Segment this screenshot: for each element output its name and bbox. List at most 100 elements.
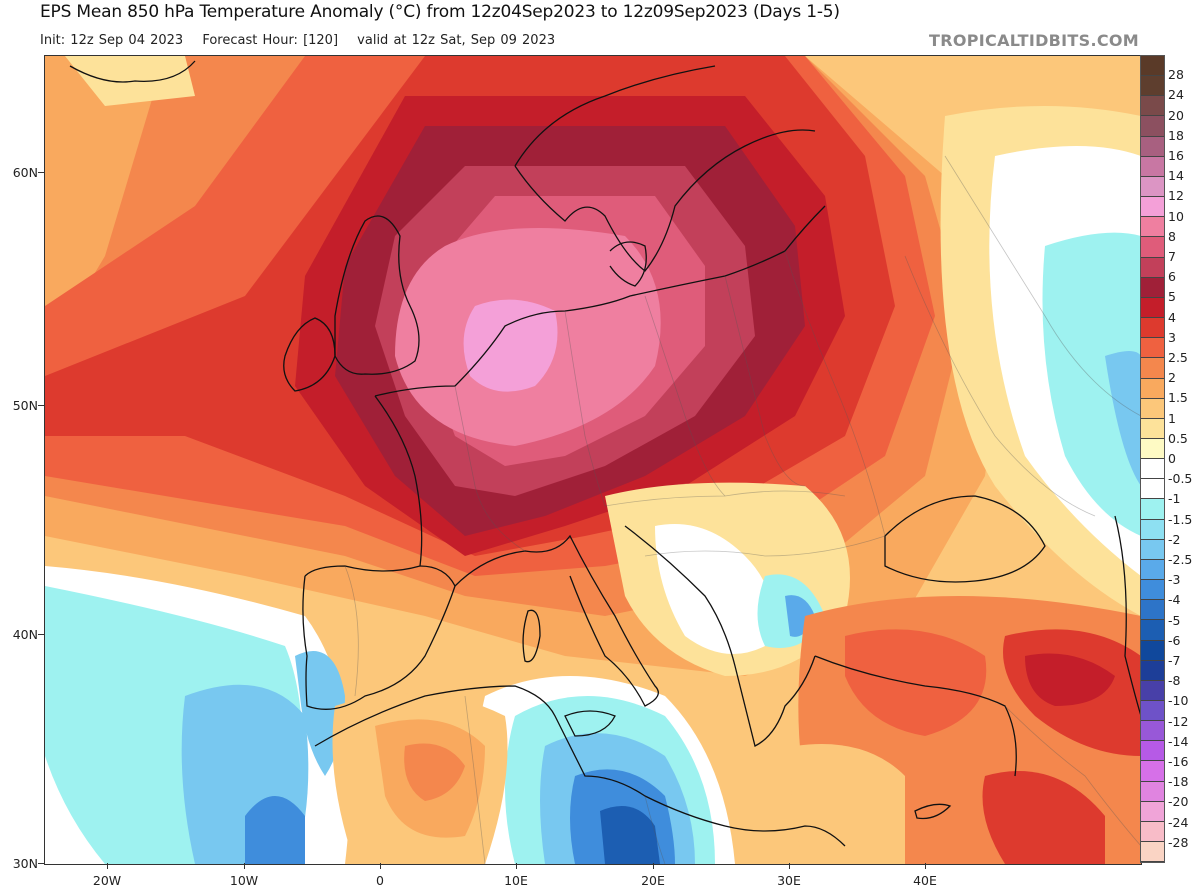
x-tick-mark <box>516 863 517 869</box>
colorbar-swatch <box>1141 660 1164 681</box>
colorbar-swatch <box>1141 257 1164 278</box>
x-tick-mark <box>107 863 108 869</box>
colorbar-label: -1.5 <box>1168 511 1193 527</box>
x-tick-mark <box>925 863 926 869</box>
colorbar-swatch <box>1141 519 1164 540</box>
colorbar-label: 16 <box>1168 148 1184 163</box>
x-tick-mark <box>789 863 790 869</box>
colorbar-label: 6 <box>1168 269 1176 285</box>
colorbar-swatch <box>1141 539 1164 560</box>
colorbar-swatch <box>1141 580 1164 601</box>
colorbar-label: 18 <box>1168 127 1184 143</box>
colorbar-label: 1 <box>1168 410 1176 426</box>
colorbar-label: 0 <box>1168 451 1176 466</box>
borders <box>344 155 1141 864</box>
colorbar-label: -18 <box>1168 774 1189 790</box>
colorbar-label: 0.5 <box>1168 430 1188 446</box>
colorbar-label: -0.5 <box>1168 471 1193 487</box>
y-tick-mark <box>38 405 44 406</box>
y-tick-label: 30N <box>12 856 38 871</box>
colorbar-swatch <box>1141 297 1164 319</box>
colorbar-label: -28 <box>1168 834 1189 850</box>
colorbar-label: 7 <box>1168 249 1176 264</box>
colorbar-swatch <box>1141 741 1164 762</box>
x-tick-label: 10W <box>229 873 259 888</box>
colorbar-swatch <box>1141 701 1164 722</box>
colorbar-swatch <box>1141 338 1164 359</box>
colorbar-swatch <box>1141 96 1164 117</box>
x-tick-mark <box>244 863 245 869</box>
x-tick-label: 20E <box>641 873 665 888</box>
x-tick-label: 0 <box>376 873 384 888</box>
colorbar-label: -2 <box>1168 531 1181 547</box>
colorbar-swatch <box>1141 842 1164 863</box>
colorbar-label: -5 <box>1168 612 1181 628</box>
colorbar-swatch <box>1141 76 1164 97</box>
colorbar-label: -7 <box>1168 653 1181 668</box>
y-tick-mark <box>38 863 44 864</box>
colorbar-swatch <box>1141 318 1164 339</box>
colorbar-swatch <box>1141 378 1164 399</box>
colorbar-swatch <box>1141 358 1164 379</box>
colorbar-label: 5 <box>1168 289 1176 305</box>
colorbar-swatch <box>1141 197 1164 218</box>
valid-time: valid at 12z Sat, Sep 09 2023 <box>357 33 556 48</box>
colorbar-swatch <box>1141 156 1164 177</box>
colorbar-label: -8 <box>1168 673 1181 689</box>
y-tick-label: 60N <box>12 165 38 180</box>
x-tick-label: 30E <box>777 873 801 888</box>
colorbar-label: -16 <box>1168 754 1189 769</box>
x-tick-label: 20W <box>92 873 122 888</box>
x-tick-mark <box>653 863 654 869</box>
colorbar <box>1140 55 1165 863</box>
colorbar-swatch <box>1141 176 1164 198</box>
colorbar-label: 2 <box>1168 370 1176 386</box>
y-tick-mark <box>38 634 44 635</box>
colorbar-swatch <box>1141 781 1164 802</box>
colorbar-swatch <box>1141 438 1164 460</box>
colorbar-swatch <box>1141 459 1164 480</box>
colorbar-label: 14 <box>1168 168 1184 184</box>
colorbar-label: 8 <box>1168 228 1176 244</box>
colorbar-label: 10 <box>1168 208 1184 224</box>
colorbar-label: -14 <box>1168 733 1189 749</box>
init-time: Init: 12z Sep 04 2023 <box>40 33 184 48</box>
colorbar-label: -6 <box>1168 632 1181 648</box>
y-tick-label: 50N <box>12 398 38 413</box>
colorbar-swatch <box>1141 418 1164 439</box>
x-tick-mark <box>380 863 381 869</box>
colorbar-swatch <box>1141 640 1164 661</box>
brand-watermark: TROPICALTIDBITS.COM <box>929 31 1139 50</box>
colorbar-swatch <box>1141 821 1164 843</box>
colorbar-label: -3 <box>1168 572 1181 588</box>
x-tick-label: 40E <box>913 873 937 888</box>
colorbar-swatch <box>1141 761 1164 782</box>
chart-subtitle: Init: 12z Sep 04 2023 Forecast Hour: [12… <box>40 33 569 48</box>
colorbar-label: -20 <box>1168 794 1189 810</box>
colorbar-swatch <box>1141 479 1164 500</box>
colorbar-swatch <box>1141 277 1164 298</box>
colorbar-swatch <box>1141 559 1164 581</box>
colorbar-swatch <box>1141 801 1164 822</box>
y-tick-label: 40N <box>12 627 38 642</box>
x-tick-label: 10E <box>504 873 528 888</box>
colorbar-label: 12 <box>1168 188 1184 204</box>
colorbar-label: -24 <box>1168 814 1189 830</box>
colorbar-label: -12 <box>1168 713 1189 729</box>
colorbar-label: 28 <box>1168 67 1184 83</box>
colorbar-label: 1.5 <box>1168 390 1188 406</box>
colorbar-label: 3 <box>1168 329 1176 345</box>
colorbar-swatch <box>1141 217 1164 238</box>
colorbar-label: 20 <box>1168 107 1184 123</box>
colorbar-label: -10 <box>1168 693 1189 709</box>
colorbar-swatch <box>1141 680 1164 701</box>
colorbar-label: -1 <box>1168 491 1181 507</box>
forecast-hour: Forecast Hour: [120] <box>202 33 339 48</box>
colorbar-label: -4 <box>1168 592 1181 608</box>
coastlines <box>69 60 1141 847</box>
map-plot <box>44 55 1142 865</box>
colorbar-swatch <box>1141 600 1164 621</box>
colorbar-swatch <box>1141 116 1164 137</box>
colorbar-swatch <box>1141 237 1164 258</box>
colorbar-swatch <box>1141 56 1164 77</box>
